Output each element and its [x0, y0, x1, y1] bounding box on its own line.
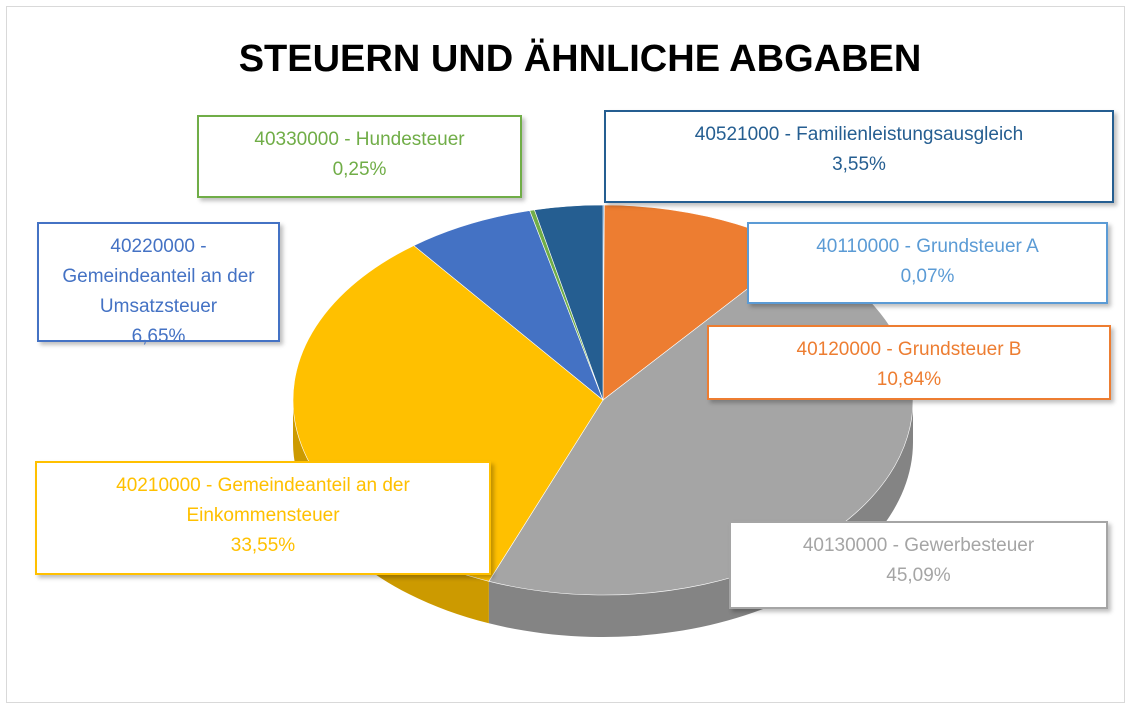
data-label: 40120000 - Grundsteuer B 10,84%	[707, 325, 1111, 400]
data-label: 40130000 - Gewerbesteuer 45,09%	[729, 521, 1108, 609]
data-label: 40330000 - Hundesteuer 0,25%	[197, 115, 522, 198]
value-label: 0,07%	[900, 266, 955, 287]
slice	[413, 210, 604, 401]
chart-title: STEUERN UND ÄHNLICHE ABGABEN	[238, 38, 922, 80]
data-label: 40521000 - Familienleistungsausgleich 3,5…	[604, 110, 1114, 203]
data-label: 40210000 - Gemeindeanteil an der Einkomm…	[35, 461, 491, 575]
value-label: 6,65%	[131, 326, 186, 347]
category-label: 40210000 - Gemeindeanteil an der Einkomm…	[116, 475, 410, 526]
value-label: 45,09%	[886, 565, 951, 586]
value-label: 33,55%	[230, 535, 296, 556]
value-label: 0,25%	[332, 159, 387, 180]
chart-frame	[6, 6, 1125, 703]
data-label: 40110000 - Grundsteuer A 0,07%	[747, 222, 1108, 304]
category-label: 40330000 - Hundesteuer	[254, 129, 465, 150]
slice	[534, 204, 604, 401]
data-label: 40220000 - Gemeindeanteil an der Umsatzs…	[37, 222, 280, 347]
category-label: 40120000 - Grundsteuer B	[796, 339, 1022, 360]
value-label: 10,84%	[876, 369, 942, 390]
category-label: 40130000 - Gewerbesteuer	[802, 535, 1035, 556]
category-label: 40521000 - Familienleistungsausgleich	[694, 124, 1024, 145]
category-label: 40110000 - Grundsteuer A	[816, 236, 1039, 257]
category-label: 40220000 - Gemeindeanteil an der Umsatzs…	[62, 236, 255, 317]
value-label: 3,55%	[832, 154, 886, 175]
